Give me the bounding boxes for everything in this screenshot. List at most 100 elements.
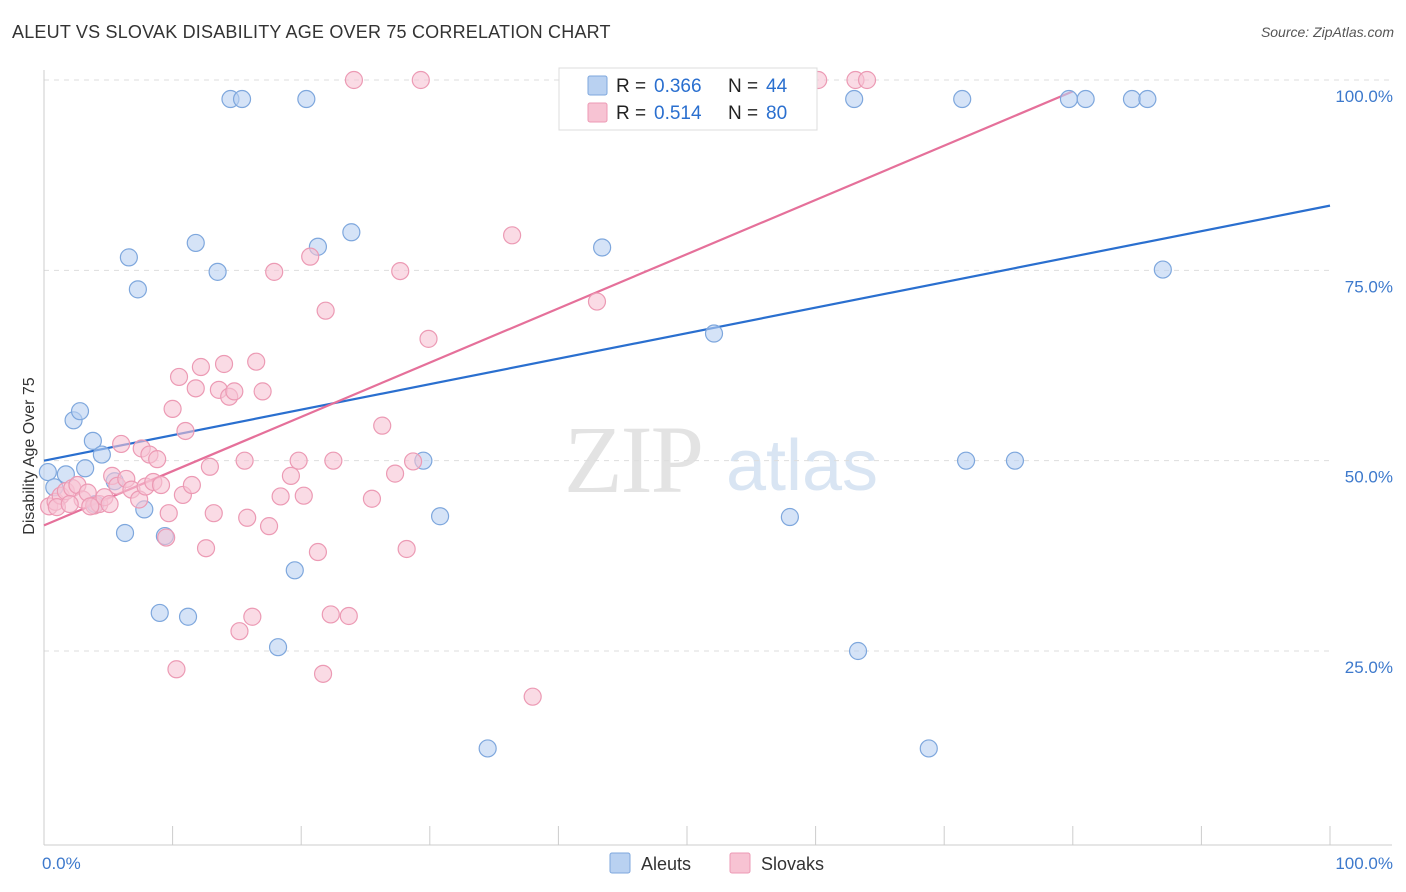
- legend-swatch-aleuts: [609, 852, 631, 874]
- aleut-point: [38, 462, 57, 482]
- slovak-point: [148, 450, 167, 469]
- data-points: [38, 70, 1172, 758]
- aleut-point: [297, 89, 316, 109]
- y-tick-label: 100.0%: [1335, 87, 1393, 106]
- slovak-point: [151, 475, 171, 495]
- slovak-point: [419, 329, 438, 348]
- aleut-point: [845, 89, 864, 109]
- slovak-trend-line: [43, 90, 1074, 527]
- aleut-point: [178, 607, 198, 626]
- slovak-r-label: R =: [616, 103, 646, 124]
- aleut-legend-swatch: [587, 75, 608, 96]
- slovak-point: [523, 687, 542, 706]
- slovak-point: [321, 605, 340, 624]
- gridlines: [44, 79, 1392, 652]
- aleut-point: [1153, 260, 1172, 279]
- aleut-point: [1005, 451, 1025, 470]
- aleut-point: [92, 445, 111, 464]
- aleut-point: [780, 507, 799, 527]
- aleut-point: [430, 507, 450, 526]
- aleut-n-label: N =: [728, 76, 758, 97]
- watermark: ZIP atlas: [564, 406, 878, 513]
- aleut-point: [704, 324, 724, 343]
- slovak-point: [289, 451, 308, 470]
- slovak-point: [200, 457, 219, 476]
- aleut-point: [593, 238, 612, 257]
- y-axis-label: Disability Age Over 75: [21, 377, 38, 535]
- aleut-point: [186, 233, 205, 253]
- aleut-point: [956, 451, 976, 470]
- slovak-point: [324, 451, 343, 470]
- slovak-point: [243, 607, 262, 626]
- slovak-point: [385, 464, 405, 483]
- slovak-point: [253, 382, 272, 401]
- slovak-point: [176, 421, 195, 441]
- slovak-point: [391, 261, 410, 281]
- slovak-n-value: 80: [766, 103, 787, 124]
- aleut-point: [285, 561, 304, 580]
- y-tick-label: 25.0%: [1345, 658, 1393, 677]
- slovak-point: [163, 399, 182, 418]
- aleut-r-label: R =: [616, 76, 646, 97]
- aleut-n-value: 44: [766, 76, 788, 97]
- legend-label-aleuts: Aleuts: [641, 854, 691, 874]
- slovak-point: [196, 539, 216, 558]
- legend-label-slovaks: Slovaks: [761, 854, 824, 874]
- aleut-point: [128, 280, 147, 299]
- aleut-point: [1122, 89, 1142, 109]
- slovak-point: [373, 416, 392, 435]
- slovak-point: [344, 70, 364, 90]
- slovak-point: [308, 542, 328, 562]
- slovak-point: [294, 486, 313, 505]
- aleut-point: [119, 248, 138, 267]
- aleut-trend-line: [43, 204, 1331, 462]
- slovak-n-label: N =: [728, 103, 758, 124]
- slovak-point: [301, 247, 320, 266]
- aleut-point: [848, 641, 868, 661]
- slovak-point: [316, 301, 335, 320]
- x-tick-label-min: 0.0%: [42, 854, 81, 873]
- slovak-point: [112, 434, 131, 454]
- aleut-point: [150, 603, 169, 623]
- slovak-point: [313, 664, 333, 683]
- aleut-point: [76, 459, 95, 478]
- aleut-point: [1076, 89, 1095, 109]
- series-legend: Aleuts Slovaks: [609, 852, 824, 874]
- slovak-point: [235, 451, 254, 470]
- slovak-point: [259, 517, 279, 536]
- y-tick-labels: 25.0% 50.0% 75.0% 100.0%: [1335, 87, 1393, 677]
- slovak-point: [281, 466, 301, 485]
- aleut-point: [115, 523, 135, 543]
- legend-swatch-slovaks: [729, 852, 751, 874]
- slovak-legend-swatch: [587, 102, 608, 123]
- slovak-point: [247, 352, 266, 371]
- slovak-point: [191, 357, 210, 377]
- slovak-point: [403, 452, 423, 471]
- y-tick-label: 50.0%: [1345, 468, 1393, 487]
- aleut-point: [83, 431, 102, 450]
- slovak-point: [362, 489, 382, 508]
- slovak-point: [238, 508, 257, 527]
- aleut-point: [1059, 89, 1079, 109]
- slovak-point: [167, 660, 186, 679]
- aleut-point: [1138, 89, 1157, 109]
- slovak-point: [186, 379, 205, 398]
- watermark-zip: ZIP: [564, 406, 702, 513]
- slovak-point: [503, 226, 522, 245]
- source-note: Source: ZipAtlas.com: [1260, 24, 1394, 40]
- slovak-point: [271, 487, 290, 506]
- slovak-point: [204, 504, 223, 523]
- slovak-point: [857, 70, 877, 90]
- aleut-r-value: 0.366: [654, 76, 702, 97]
- slovak-r-value: 0.514: [654, 103, 702, 124]
- watermark-atlas: atlas: [726, 426, 878, 506]
- slovak-point: [159, 504, 178, 523]
- slovak-point: [225, 382, 244, 401]
- slovak-point: [587, 292, 607, 311]
- aleut-point: [268, 638, 288, 657]
- slovak-point: [411, 70, 430, 90]
- aleut-point: [232, 89, 252, 109]
- slovak-point: [100, 494, 119, 514]
- trend-lines: [43, 90, 1331, 527]
